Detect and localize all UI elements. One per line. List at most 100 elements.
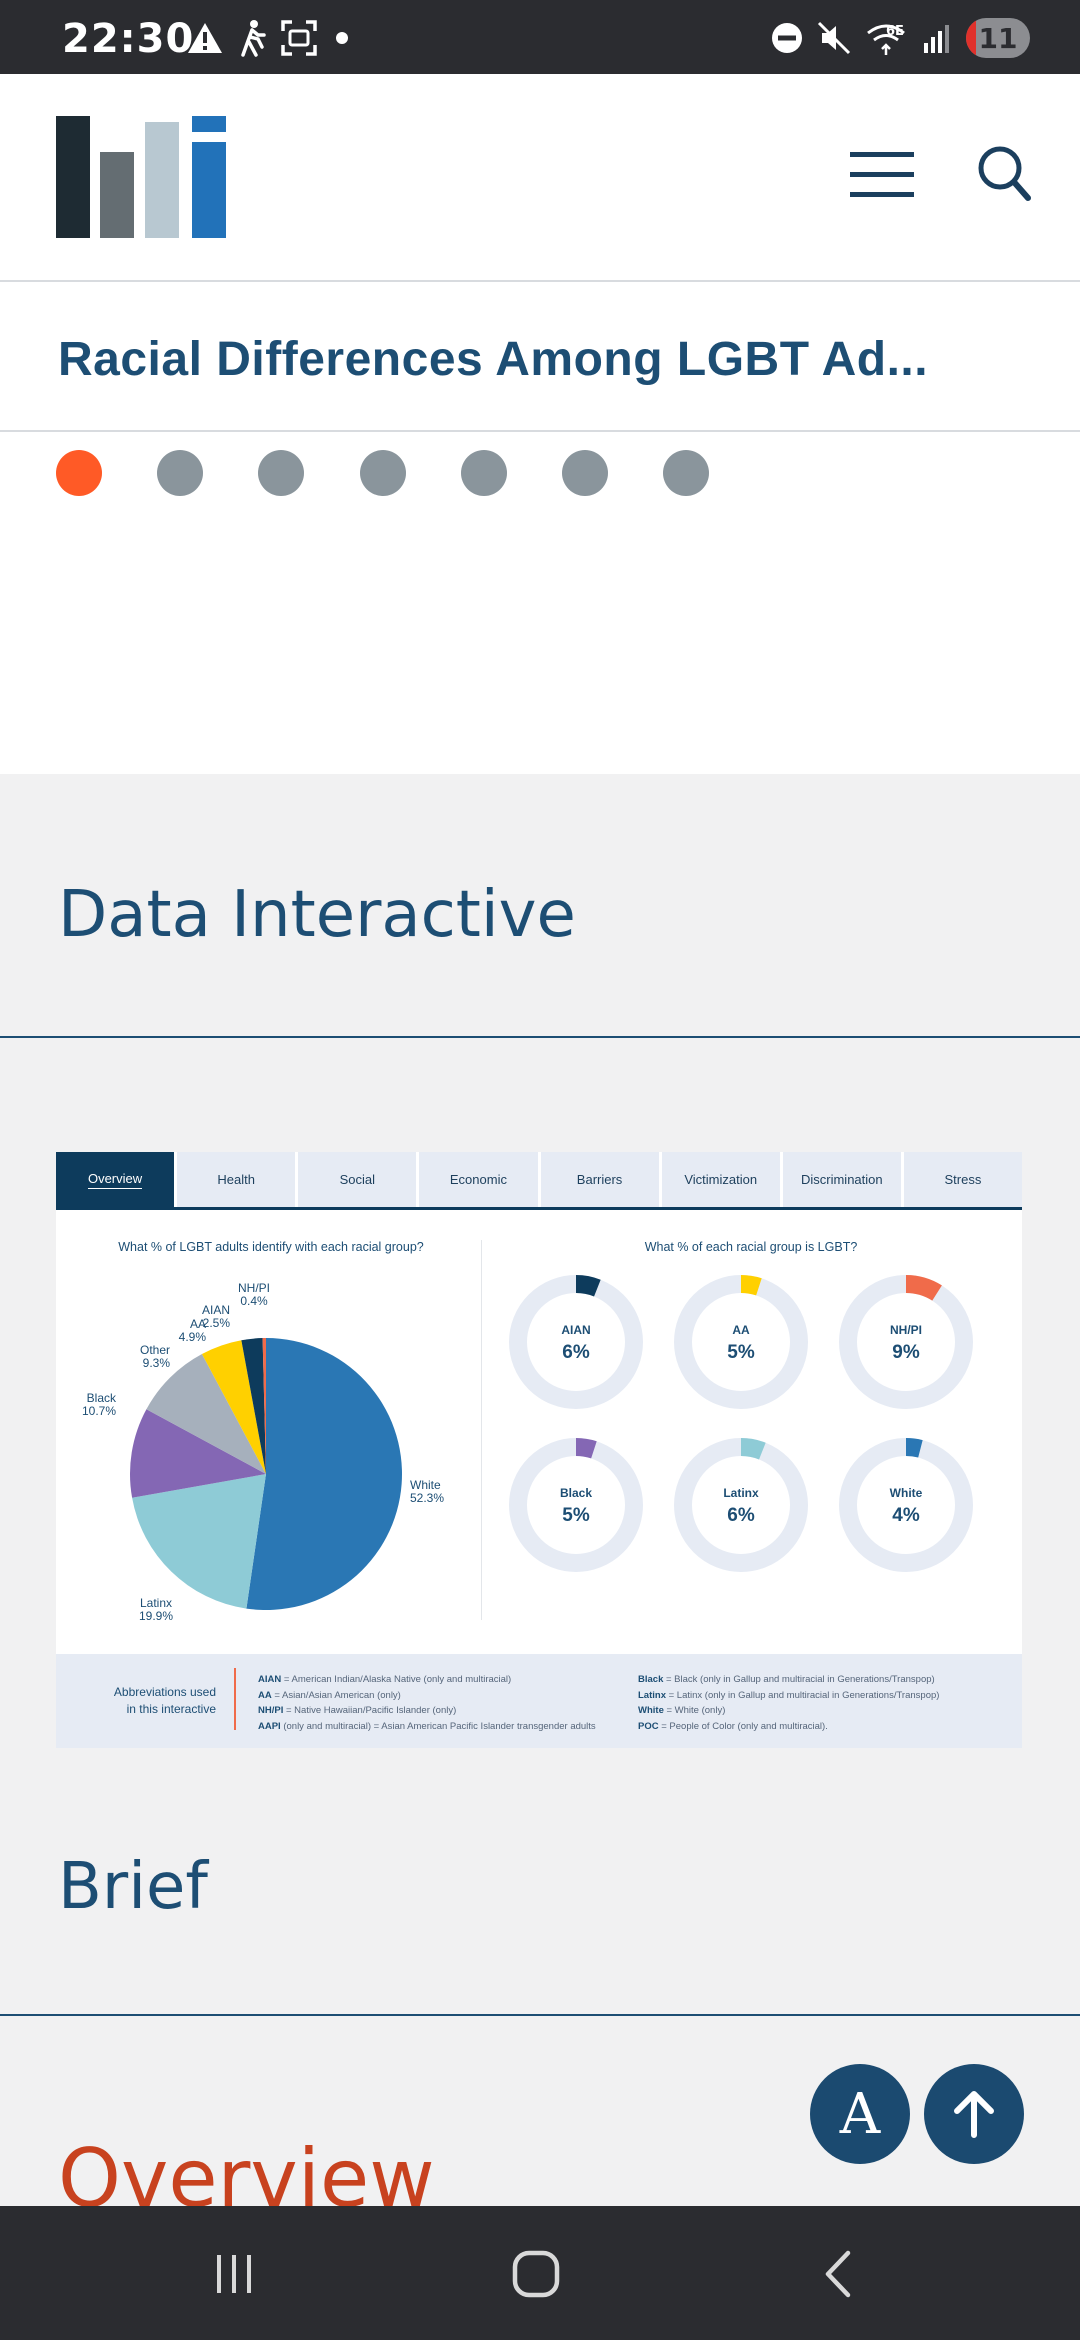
- tab-social[interactable]: Social: [298, 1152, 417, 1207]
- left-question: What % of LGBT adults identify with each…: [118, 1240, 424, 1254]
- pie-slice-black: [130, 1409, 266, 1498]
- donut-label-name: AIAN: [561, 1323, 590, 1337]
- site-logo[interactable]: [56, 116, 226, 238]
- tab-barriers[interactable]: Barriers: [540, 1152, 659, 1207]
- carousel-dot-6[interactable]: [562, 450, 608, 496]
- donut-arc-aa: [740, 1275, 762, 1296]
- tab-economic[interactable]: Economic: [419, 1152, 538, 1207]
- pie-label-name: AA: [190, 1317, 206, 1331]
- tab-overview[interactable]: Overview: [56, 1152, 175, 1207]
- pie-label-value: 2.5%: [203, 1316, 231, 1330]
- abbreviations-panel: Abbreviations used in this interactive A…: [56, 1654, 1022, 1748]
- donut-label-name: White: [890, 1486, 923, 1500]
- pie-slice-aian: [241, 1338, 266, 1474]
- pie-label-value: 52.3%: [410, 1491, 444, 1505]
- tab-label: Stress: [944, 1172, 982, 1187]
- chart-divider: [481, 1240, 482, 1620]
- abbreviation-item: POC = People of Color (only and multirac…: [638, 1720, 828, 1732]
- search-icon[interactable]: [976, 144, 1032, 204]
- tab-label: Economic: [449, 1172, 507, 1187]
- carousel-dot-5[interactable]: [461, 450, 507, 496]
- abbreviations-title: Abbreviations used in this interactive: [86, 1684, 216, 1718]
- donut-label-name: NH/PI: [890, 1323, 922, 1337]
- donut-label-value: 6%: [727, 1505, 755, 1526]
- warning-icon: [188, 23, 222, 53]
- carousel-dot-4[interactable]: [360, 450, 406, 496]
- system-nav-bar: [0, 2206, 1080, 2340]
- back-to-top-button[interactable]: [924, 2064, 1024, 2164]
- pie-label-value: 0.4%: [240, 1294, 268, 1308]
- recent-apps-button[interactable]: [194, 2236, 274, 2312]
- section-rule: [0, 1036, 1080, 1038]
- lgbt-share-donut-charts: AIAN 6% AA 5% NH/PI 9% Black 5% Latinx 6% White 4%: [509, 1275, 973, 1572]
- abbreviation-item: NH/PI = Native Hawaiian/Pacific Islander…: [258, 1705, 457, 1716]
- back-button[interactable]: [798, 2236, 878, 2312]
- pie-label-name: NH/PI: [238, 1281, 270, 1295]
- recent-apps-icon: [217, 2255, 251, 2293]
- pie-slice-aa: [201, 1340, 266, 1474]
- tab-discrimination[interactable]: Discrimination: [782, 1152, 901, 1207]
- battery-indicator: 11: [966, 18, 1030, 58]
- pie-label-value: 19.9%: [139, 1609, 173, 1623]
- abbreviation-item: Latinx = Latinx (only in Gallup and mult…: [638, 1689, 940, 1701]
- arrow-up-icon: [954, 2091, 994, 2138]
- pie-label-name: Other: [140, 1343, 170, 1357]
- walking-icon: [241, 20, 266, 57]
- donut-label-name: Black: [560, 1486, 592, 1500]
- section-rule: [0, 2014, 1080, 2016]
- dot-icon: [336, 32, 348, 44]
- donut-label-name: AA: [732, 1323, 750, 1337]
- tab-label: Discrimination: [800, 1172, 883, 1187]
- data-interactive-card: Overview Health Social Economic Barriers…: [56, 1152, 1022, 1748]
- abbreviations-title-line: in this interactive: [126, 1702, 216, 1716]
- tab-label: Victimization: [684, 1172, 758, 1187]
- carousel-dot-3[interactable]: [258, 450, 304, 496]
- donut-label-name: Latinx: [723, 1486, 759, 1500]
- donut-arc-nhpi: [905, 1275, 942, 1301]
- home-icon: [512, 2250, 560, 2298]
- battery-level: 11: [978, 21, 1018, 55]
- abbreviations-right-column: Black = Black (only in Gallup and multir…: [638, 1672, 939, 1734]
- status-time: 22:30: [62, 16, 195, 62]
- pie-label-name: AIAN: [202, 1303, 230, 1317]
- pie-label-name: Latinx: [140, 1596, 172, 1610]
- abbreviation-item: Black = Black (only in Gallup and multir…: [638, 1674, 935, 1685]
- abbreviations-title-line: Abbreviations used: [113, 1685, 216, 1699]
- donut-label-value: 9%: [892, 1342, 920, 1363]
- do-not-disturb-icon: [772, 23, 802, 53]
- tab-health[interactable]: Health: [177, 1152, 296, 1207]
- home-button[interactable]: [496, 2236, 576, 2312]
- tab-label: Overview: [87, 1171, 143, 1189]
- wifi-6e-icon: 6E: [867, 24, 905, 55]
- abbreviations-accent-line: [234, 1668, 236, 1730]
- pie-slice-latinx: [132, 1474, 266, 1609]
- donut-arc-aian: [575, 1275, 601, 1297]
- abbreviations-left-column: AIAN = American Indian/Alaska Native (on…: [258, 1672, 596, 1734]
- donut-label-value: 5%: [727, 1342, 755, 1363]
- status-icons-right: 6E 11: [770, 16, 1030, 60]
- site-header: [0, 74, 1080, 282]
- tab-victimization[interactable]: Victimization: [661, 1152, 780, 1207]
- pie-slice-white: [246, 1338, 402, 1610]
- pie-slice-other: [146, 1354, 266, 1474]
- carousel-dot-7[interactable]: [663, 450, 709, 496]
- back-icon: [825, 2250, 851, 2298]
- pie-label-value: 10.7%: [82, 1404, 116, 1418]
- tab-label: Health: [217, 1172, 255, 1187]
- tab-stress[interactable]: Stress: [903, 1152, 1022, 1207]
- carousel-dot-1[interactable]: [56, 450, 102, 496]
- pie-label-value: 4.9%: [179, 1330, 207, 1344]
- page-title: Racial Differences Among LGBT Ad...: [58, 333, 929, 386]
- abbreviation-item: White = White (only): [638, 1705, 726, 1716]
- screenshot-icon: [281, 20, 317, 56]
- text-size-button[interactable]: A: [810, 2064, 910, 2164]
- hamburger-menu-icon[interactable]: [850, 150, 914, 200]
- text-size-icon: A: [839, 2081, 881, 2147]
- svg-text:6E: 6E: [886, 24, 904, 39]
- carousel-dot-2[interactable]: [157, 450, 203, 496]
- pie-label-value: 9.3%: [143, 1356, 171, 1370]
- tab-label: Social: [339, 1172, 376, 1187]
- donut-label-value: 5%: [562, 1505, 590, 1526]
- pie-label-name: Black: [87, 1391, 117, 1405]
